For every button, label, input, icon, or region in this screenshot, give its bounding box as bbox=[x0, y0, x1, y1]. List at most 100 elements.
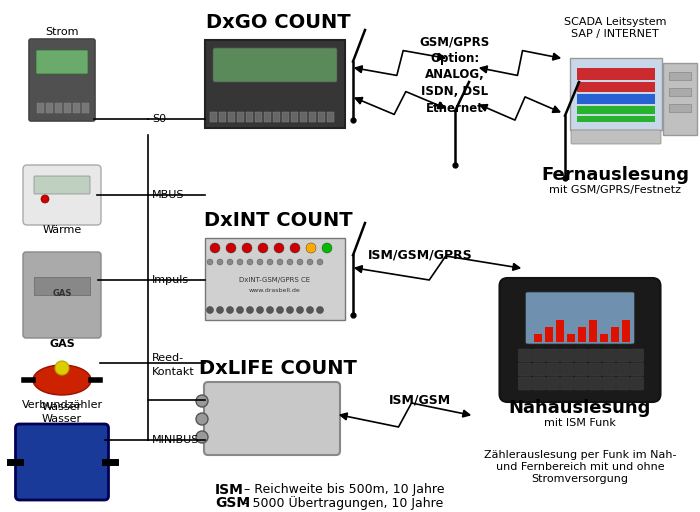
FancyBboxPatch shape bbox=[577, 82, 655, 92]
FancyBboxPatch shape bbox=[603, 377, 615, 390]
Text: MBUS: MBUS bbox=[152, 190, 185, 200]
Circle shape bbox=[258, 243, 268, 253]
FancyBboxPatch shape bbox=[34, 277, 90, 295]
Text: SCADA Leitsystem
SAP / INTERNET: SCADA Leitsystem SAP / INTERNET bbox=[564, 17, 666, 39]
Polygon shape bbox=[552, 53, 560, 60]
Ellipse shape bbox=[33, 365, 91, 395]
Text: Kontakt: Kontakt bbox=[152, 367, 195, 377]
Text: GAS: GAS bbox=[49, 339, 75, 349]
FancyBboxPatch shape bbox=[631, 363, 643, 376]
Text: GAS: GAS bbox=[52, 288, 71, 297]
Circle shape bbox=[290, 243, 300, 253]
Text: GSM: GSM bbox=[215, 496, 250, 510]
FancyBboxPatch shape bbox=[210, 112, 217, 122]
Circle shape bbox=[247, 259, 253, 265]
FancyBboxPatch shape bbox=[519, 349, 531, 362]
Polygon shape bbox=[480, 104, 488, 111]
Polygon shape bbox=[438, 102, 445, 109]
FancyBboxPatch shape bbox=[547, 349, 559, 362]
Text: S0: S0 bbox=[152, 114, 166, 124]
FancyBboxPatch shape bbox=[561, 377, 573, 390]
FancyBboxPatch shape bbox=[264, 112, 271, 122]
FancyBboxPatch shape bbox=[327, 112, 334, 122]
FancyBboxPatch shape bbox=[23, 252, 101, 338]
Circle shape bbox=[206, 307, 214, 313]
Circle shape bbox=[246, 307, 253, 313]
Circle shape bbox=[41, 195, 49, 203]
Circle shape bbox=[317, 259, 323, 265]
FancyBboxPatch shape bbox=[37, 103, 44, 113]
Circle shape bbox=[242, 243, 252, 253]
Text: Verbundzähler: Verbundzähler bbox=[22, 400, 103, 410]
FancyBboxPatch shape bbox=[55, 103, 62, 113]
Circle shape bbox=[196, 431, 208, 443]
FancyBboxPatch shape bbox=[617, 377, 629, 390]
Text: ISM/GSM: ISM/GSM bbox=[389, 394, 451, 407]
Text: Fernauslesung: Fernauslesung bbox=[541, 166, 689, 184]
FancyBboxPatch shape bbox=[631, 377, 643, 390]
FancyBboxPatch shape bbox=[29, 39, 95, 121]
FancyBboxPatch shape bbox=[622, 320, 629, 342]
Circle shape bbox=[297, 259, 303, 265]
Circle shape bbox=[216, 307, 223, 313]
Circle shape bbox=[267, 259, 273, 265]
FancyBboxPatch shape bbox=[556, 320, 564, 342]
Circle shape bbox=[316, 307, 323, 313]
FancyBboxPatch shape bbox=[547, 363, 559, 376]
Text: MINIBUS: MINIBUS bbox=[152, 435, 200, 445]
FancyBboxPatch shape bbox=[571, 130, 661, 144]
FancyBboxPatch shape bbox=[205, 238, 345, 320]
Text: DxLIFE COUNT: DxLIFE COUNT bbox=[199, 358, 357, 377]
Circle shape bbox=[306, 243, 316, 253]
Text: DxGO COUNT: DxGO COUNT bbox=[206, 12, 350, 32]
Text: Wasser: Wasser bbox=[42, 402, 82, 412]
FancyBboxPatch shape bbox=[255, 112, 262, 122]
Text: Nahauslesung: Nahauslesung bbox=[509, 399, 651, 417]
FancyBboxPatch shape bbox=[589, 320, 596, 342]
Circle shape bbox=[307, 259, 313, 265]
Circle shape bbox=[210, 243, 220, 253]
FancyBboxPatch shape bbox=[603, 349, 615, 362]
FancyBboxPatch shape bbox=[219, 112, 226, 122]
Text: GSM/GPRS
Option:
ANALOG,
ISDN, DSL
Ethernet: GSM/GPRS Option: ANALOG, ISDN, DSL Ether… bbox=[420, 35, 490, 115]
Text: Stromversorgung: Stromversorgung bbox=[531, 474, 629, 484]
FancyBboxPatch shape bbox=[599, 334, 608, 342]
FancyBboxPatch shape bbox=[205, 40, 345, 128]
Circle shape bbox=[322, 243, 332, 253]
Circle shape bbox=[276, 307, 284, 313]
Text: mit GSM/GPRS/Festnetz: mit GSM/GPRS/Festnetz bbox=[549, 185, 681, 195]
Text: DxINT-GSM/GPRS CE: DxINT-GSM/GPRS CE bbox=[239, 277, 311, 283]
FancyBboxPatch shape bbox=[578, 327, 585, 342]
FancyBboxPatch shape bbox=[34, 176, 90, 194]
FancyBboxPatch shape bbox=[577, 116, 655, 122]
FancyBboxPatch shape bbox=[204, 382, 340, 455]
Text: Strom: Strom bbox=[46, 27, 78, 37]
Circle shape bbox=[267, 307, 274, 313]
FancyBboxPatch shape bbox=[64, 103, 71, 113]
Text: DxINT COUNT: DxINT COUNT bbox=[204, 210, 352, 229]
Circle shape bbox=[226, 243, 236, 253]
FancyBboxPatch shape bbox=[589, 349, 601, 362]
Text: Reed-: Reed- bbox=[152, 353, 184, 363]
FancyBboxPatch shape bbox=[566, 334, 575, 342]
FancyBboxPatch shape bbox=[519, 377, 531, 390]
FancyBboxPatch shape bbox=[575, 377, 587, 390]
Text: - 5000 Übertragungen, 10 Jahre: - 5000 Übertragungen, 10 Jahre bbox=[240, 496, 443, 510]
Circle shape bbox=[207, 259, 213, 265]
Text: Wärme: Wärme bbox=[43, 225, 82, 235]
FancyBboxPatch shape bbox=[561, 349, 573, 362]
FancyBboxPatch shape bbox=[577, 106, 655, 114]
FancyBboxPatch shape bbox=[500, 278, 661, 402]
Text: und Fernbereich mit und ohne: und Fernbereich mit und ohne bbox=[496, 462, 664, 472]
FancyBboxPatch shape bbox=[547, 377, 559, 390]
FancyBboxPatch shape bbox=[23, 165, 101, 225]
Circle shape bbox=[274, 243, 284, 253]
Circle shape bbox=[55, 361, 69, 375]
Circle shape bbox=[237, 307, 244, 313]
Polygon shape bbox=[438, 53, 445, 60]
Polygon shape bbox=[480, 66, 487, 73]
FancyBboxPatch shape bbox=[282, 112, 289, 122]
Text: mit ISM Funk: mit ISM Funk bbox=[544, 418, 616, 428]
FancyBboxPatch shape bbox=[533, 349, 545, 362]
Polygon shape bbox=[512, 264, 520, 270]
